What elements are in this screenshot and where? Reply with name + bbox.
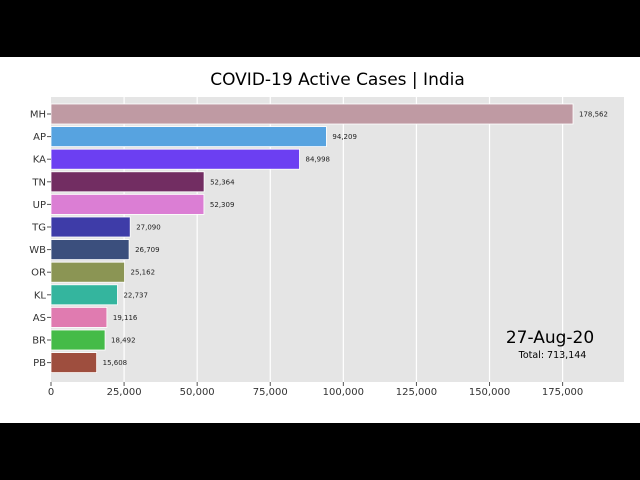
x-tick-label: 25,000: [107, 387, 142, 398]
bar-value-label: 18,492: [111, 337, 135, 345]
y-tick-label: WB: [29, 245, 46, 256]
y-tick-label: UP: [33, 200, 46, 211]
y-tick-label: TG: [31, 223, 46, 234]
x-tick-label: 150,000: [469, 387, 510, 398]
bar-value-label: 178,562: [579, 111, 608, 119]
bar: [50, 148, 300, 170]
bar-value-label: 22,737: [123, 291, 147, 299]
bar-value-label: 15,608: [103, 359, 128, 367]
bar: [50, 193, 205, 215]
y-tick-label: PB: [33, 358, 46, 369]
bar-value-label: 19,116: [113, 314, 138, 322]
bar: [50, 284, 118, 306]
y-tick-label: TN: [31, 177, 46, 188]
date-label: 27-Aug-20: [505, 328, 595, 348]
total-label: Total: 713,144: [518, 350, 587, 361]
chart-title: COVID-19 Active Cases | India: [210, 70, 465, 90]
bar: [50, 126, 327, 147]
y-tick-label: BR: [32, 336, 46, 347]
x-tick-label: 0: [48, 387, 54, 398]
bar-value-label: 26,709: [135, 246, 160, 254]
x-tick-label: 50,000: [180, 387, 215, 398]
bar: [50, 352, 98, 374]
y-tick-label: MH: [30, 110, 46, 121]
y-tick-label: AP: [33, 132, 46, 143]
bar-value-label: 94,209: [332, 133, 357, 141]
y-tick-label: KA: [33, 155, 46, 166]
bar: [50, 261, 125, 283]
x-tick-label: 75,000: [253, 387, 288, 398]
bar: [50, 216, 131, 238]
bar-value-label: 27,090: [136, 224, 161, 232]
bar: [50, 306, 108, 328]
x-tick-label: 175,000: [542, 387, 583, 398]
y-tick-label: OR: [31, 268, 46, 279]
y-tick-label: KL: [34, 290, 47, 301]
bars: [50, 103, 574, 374]
bar-value-label: 84,998: [305, 156, 330, 164]
bar: [50, 103, 574, 125]
y-tick-label: AS: [33, 313, 46, 324]
bar: [50, 171, 205, 193]
bar-value-label: 25,162: [131, 269, 156, 277]
x-tick-label: 125,000: [396, 387, 437, 398]
bar-value-label: 52,364: [210, 178, 235, 186]
x-tick-label: 100,000: [323, 387, 364, 398]
bar: [50, 239, 130, 261]
labels: 0 25,000 50,000 75,000 100,000 125,000 150,000…: [29, 110, 608, 399]
bar-value-label: 52,309: [210, 201, 235, 209]
bar: [50, 329, 106, 351]
